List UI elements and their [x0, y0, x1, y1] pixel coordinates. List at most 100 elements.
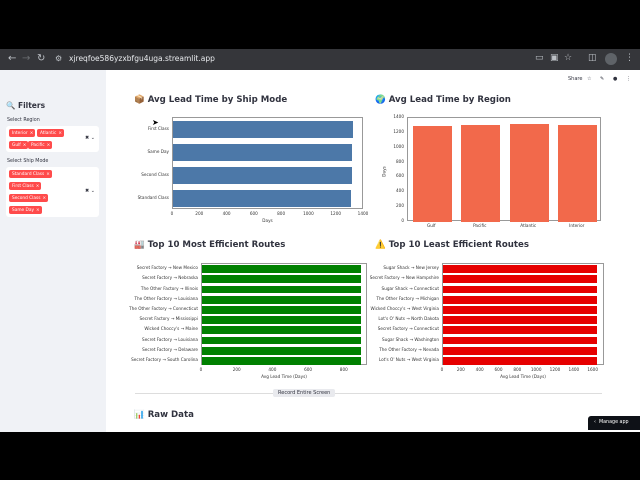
- chart-bar: [202, 275, 362, 284]
- region-multiselect[interactable]: Interior × Atlantic × Gulf × Pacific × ✖ ⌄: [6, 126, 99, 152]
- tag-region[interactable]: Pacific ×: [28, 141, 53, 149]
- chart-least-routes: [442, 263, 604, 365]
- region-label: Select Region: [7, 118, 40, 123]
- chart-bar: [443, 346, 598, 355]
- chart-bar: [443, 295, 598, 304]
- sidebar-title: 🔍 Filters: [6, 101, 46, 110]
- tick-label: 400: [475, 367, 484, 372]
- tick-label: Standard Class: [137, 194, 169, 200]
- tick-label: 800: [339, 367, 348, 372]
- chart-bar: [443, 275, 598, 284]
- reload-icon[interactable]: ↻: [37, 53, 46, 64]
- site-info-icon[interactable]: ⚙: [55, 54, 63, 63]
- tick-label: 200: [232, 367, 241, 372]
- tick-label: 0: [401, 218, 404, 223]
- axis-label: Avg Lead Time (Days): [500, 374, 546, 379]
- bookmark-star-icon[interactable]: ☆: [564, 53, 573, 63]
- tick-label: Wicked Choccy's → Maine: [144, 326, 198, 332]
- star-icon[interactable]: ☆: [587, 76, 592, 82]
- streamlit-app: 🔍 Filters Select Region Interior × Atlant…: [0, 70, 640, 432]
- tick-label: 200: [456, 367, 465, 372]
- install-icon[interactable]: ▭: [535, 53, 544, 63]
- axis-label: Days: [262, 218, 273, 223]
- record-screen-button[interactable]: Record Entire Screen: [273, 389, 336, 397]
- shipmode-multiselect[interactable]: Standard Class × First Class × Second Clas…: [6, 167, 99, 217]
- chart-bar: [461, 124, 501, 222]
- tick-label: 1000: [393, 143, 404, 149]
- tick-label: 1400: [357, 211, 369, 216]
- tick-label: 600: [304, 367, 313, 372]
- tick-label: 800: [396, 158, 404, 164]
- tick-label: 1400: [568, 367, 580, 372]
- chart-bar: [202, 346, 362, 355]
- app-menu-icon[interactable]: ⋮: [626, 76, 631, 82]
- menu-icon[interactable]: ⋮: [625, 53, 634, 63]
- tick-label: 1200: [549, 367, 561, 372]
- tag-region[interactable]: Interior ×: [9, 129, 36, 137]
- clear-dropdown-icon[interactable]: ✖ ⌄: [85, 135, 95, 141]
- tick-label: 0: [440, 367, 444, 372]
- cast-icon[interactable]: ▣: [550, 53, 559, 63]
- tag-shipmode[interactable]: Same Day ×: [9, 206, 42, 214]
- tick-label: 600: [396, 173, 404, 179]
- browser-toolbar: ← → ↻ ⚙ xjreqfoe586yzxbfgu4uga.streamlit…: [0, 49, 640, 70]
- profile-avatar[interactable]: [605, 53, 617, 65]
- mouse-cursor-icon: ➤: [152, 118, 159, 127]
- tag-shipmode[interactable]: Standard Class ×: [9, 170, 52, 178]
- tick-label: 1200: [330, 211, 342, 216]
- tag-region[interactable]: Gulf ×: [9, 141, 29, 149]
- tick-label: 400: [268, 367, 277, 372]
- tick-label: The Other Factory → Illinois: [140, 285, 198, 291]
- chart-bar: [202, 285, 362, 294]
- chart-bar: [202, 326, 362, 335]
- chart-bar: [443, 285, 598, 294]
- tick-label: Secret Factory → Louisiana: [142, 336, 198, 342]
- tick-label: The Other Factory → Michigan: [376, 295, 439, 301]
- github-icon[interactable]: ●: [613, 76, 618, 82]
- chart-bar: [443, 265, 598, 273]
- tag-shipmode[interactable]: First Class ×: [9, 182, 42, 190]
- forward-icon[interactable]: →: [22, 53, 31, 64]
- tick-label: 1600: [587, 367, 599, 372]
- tick-label: 600: [249, 211, 258, 216]
- tick-label: Interior: [569, 223, 585, 228]
- heading-raw-data: 📊 Raw Data: [134, 410, 194, 420]
- chart-bar: [173, 120, 354, 139]
- chart-bar: [173, 143, 353, 162]
- tag-region[interactable]: Atlantic ×: [37, 129, 64, 137]
- tick-label: Gulf: [426, 223, 436, 228]
- tick-label: Sugar Shack → New Jersey: [383, 265, 439, 271]
- tick-label: 200: [396, 203, 404, 209]
- tick-label: 200: [195, 211, 204, 216]
- chart-bar: [202, 316, 362, 324]
- tick-label: Secret Factory → Mississippi: [139, 316, 199, 322]
- tick-label: Secret Factory → Nebraska: [142, 275, 198, 281]
- address-bar[interactable]: xjreqfoe586yzxbfgu4uga.streamlit.app: [69, 54, 215, 63]
- extensions-icon[interactable]: ◫: [588, 53, 597, 63]
- tick-label: 1400: [393, 114, 404, 119]
- chart-top-routes: [201, 263, 367, 365]
- clear-dropdown-icon[interactable]: ✖ ⌄: [85, 188, 95, 194]
- tick-label: Same Day: [147, 148, 169, 154]
- chart-bar: [443, 326, 598, 335]
- edit-icon[interactable]: ✎: [600, 76, 605, 82]
- chart-region: [407, 117, 601, 222]
- back-icon[interactable]: ←: [8, 53, 17, 64]
- sidebar: 🔍 Filters Select Region Interior × Atlant…: [0, 70, 106, 432]
- tag-shipmode[interactable]: Second Class ×: [9, 194, 49, 202]
- chart-bar: [202, 306, 362, 314]
- chart-bar: [173, 189, 352, 208]
- manage-app-button[interactable]: ‹ Manage app: [588, 416, 640, 430]
- tick-label: Secret Factory → Delaware: [142, 346, 198, 352]
- tick-label: Pacific: [473, 223, 487, 228]
- heading-least-routes: ⚠️ Top 10 Least Efficient Routes: [375, 240, 529, 250]
- share-button[interactable]: Share: [568, 76, 583, 82]
- tick-label: First Class: [147, 125, 169, 131]
- tick-label: Lot's O' Nuts → North Dakota: [378, 316, 439, 322]
- chart-bar: [202, 357, 362, 365]
- tick-label: 1000: [530, 367, 542, 372]
- chart-bar: [443, 357, 598, 365]
- tick-label: Secret Factory → New Mexico: [136, 265, 198, 271]
- chart-bar: [509, 124, 549, 222]
- chart-ship-mode: [172, 117, 363, 209]
